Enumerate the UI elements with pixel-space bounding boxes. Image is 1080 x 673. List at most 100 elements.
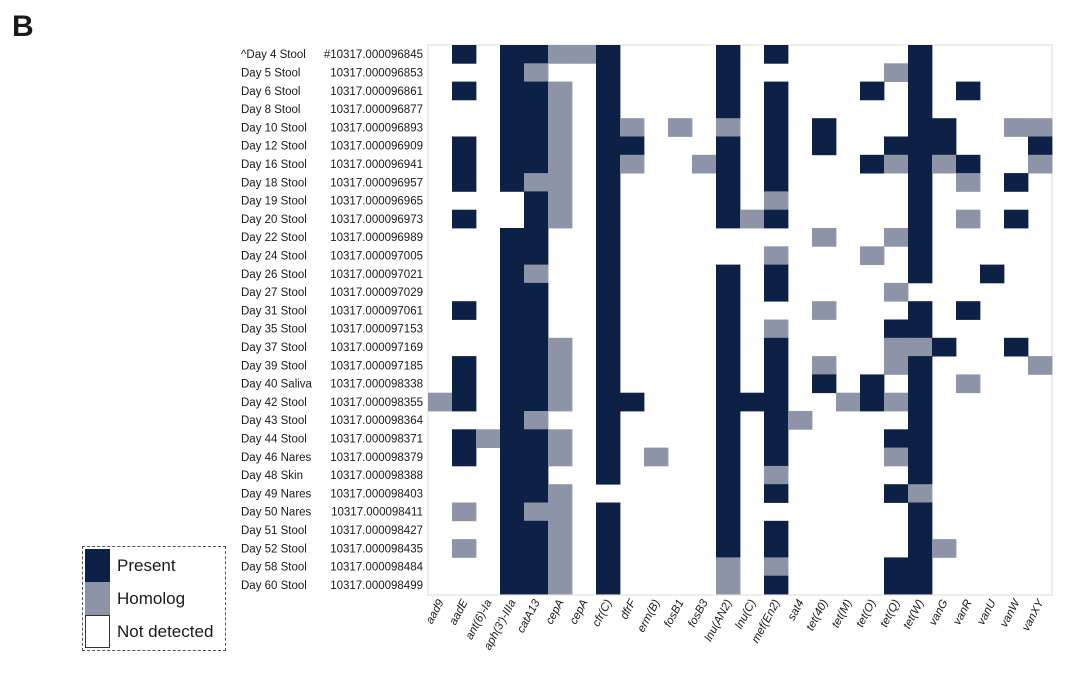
heatmap-cell (620, 118, 645, 137)
heatmap-cell (524, 447, 549, 467)
heatmap-cell (1028, 118, 1053, 137)
heatmap-cell (908, 411, 933, 430)
heatmap-cell (596, 173, 621, 192)
heatmap-cell (812, 228, 837, 247)
heatmap-cell (860, 374, 885, 394)
heatmap-cell (908, 539, 933, 558)
row-label-id: 10317.000098371 (330, 433, 423, 445)
heatmap-cell (524, 484, 549, 503)
row-label-sample: Day 18 Stool (241, 177, 307, 189)
heatmap-cell (500, 45, 525, 64)
heatmap-cell (548, 99, 573, 119)
heatmap-cell (500, 356, 525, 375)
heatmap-cell (908, 246, 933, 265)
heatmap-cell (908, 99, 933, 119)
heatmap-cell (596, 356, 621, 375)
heatmap-cell (452, 209, 477, 229)
legend-label-not-detected: Not detected (117, 622, 214, 641)
heatmap-cell (524, 63, 549, 82)
heatmap-cell (524, 209, 549, 229)
heatmap-cell (884, 63, 909, 82)
column-label: cepA (568, 597, 591, 626)
heatmap-cell (548, 429, 573, 448)
heatmap-cell (596, 136, 621, 156)
row-label-id: 10317.000096909 (330, 141, 423, 153)
legend-item-not-detected: Not detected (85, 615, 223, 648)
heatmap-cell (524, 246, 549, 265)
row-label-sample: Day 37 Stool (241, 342, 307, 354)
heatmap-cell (836, 392, 861, 412)
heatmap-cell (716, 447, 741, 467)
heatmap-cell (908, 429, 933, 448)
heatmap-cell (764, 191, 789, 211)
heatmap-cell (524, 392, 549, 412)
heatmap-cell (764, 557, 789, 577)
row-label-sample: Day 42 Stool (241, 397, 307, 409)
heatmap-cell (524, 136, 549, 156)
heatmap-cell (716, 191, 741, 211)
column-label: dfrF (618, 597, 639, 622)
heatmap-cell (908, 154, 933, 174)
row-label-sample: Day 60 Stool (241, 580, 307, 592)
heatmap-cell (716, 411, 741, 430)
row-label-id: 10317.000096965 (330, 196, 423, 208)
heatmap-cell (596, 411, 621, 430)
heatmap-cell (524, 337, 549, 357)
row-label-sample: Day 48 Skin (241, 470, 303, 482)
row-label-id: 10317.000097185 (330, 360, 423, 372)
heatmap-cell (908, 356, 933, 375)
heatmap-cell (716, 81, 741, 101)
heatmap-cell (500, 337, 525, 357)
heatmap-cell (596, 374, 621, 394)
heatmap-cell (1004, 173, 1029, 192)
heatmap-cell (524, 81, 549, 101)
column-label: vanG (927, 598, 951, 628)
heatmap-cell (500, 136, 525, 156)
heatmap-cell (716, 154, 741, 174)
heatmap-cell (860, 246, 885, 265)
heatmap-cell (500, 484, 525, 503)
heatmap-cell (764, 447, 789, 467)
heatmap-cell (596, 575, 621, 595)
heatmap-cell (716, 539, 741, 558)
heatmap-cell (908, 575, 933, 595)
heatmap-cell (716, 63, 741, 82)
heatmap-cell (500, 246, 525, 265)
heatmap-cell (764, 484, 789, 503)
heatmap-cell (764, 99, 789, 119)
heatmap-cell (524, 356, 549, 375)
heatmap-cell (716, 557, 741, 577)
row-label-id: 10317.000096877 (330, 104, 423, 116)
heatmap-cell (764, 282, 789, 302)
row-label-id: 10317.000098364 (330, 415, 423, 427)
row-label-id: 10317.000096941 (330, 159, 423, 171)
legend: Present Homolog Not detected (82, 546, 226, 651)
heatmap-cell (524, 411, 549, 430)
column-label: cepA (544, 597, 567, 626)
row-label-sample: Day 35 Stool (241, 324, 307, 336)
heatmap-cell (980, 264, 1005, 284)
heatmap-cell (908, 502, 933, 522)
row-label-sample: Day 58 Stool (241, 562, 307, 574)
heatmap-cell (596, 447, 621, 467)
heatmap-cell (716, 502, 741, 522)
heatmap-cell (452, 81, 477, 101)
heatmap-cell (764, 575, 789, 595)
heatmap-cell (548, 118, 573, 137)
heatmap-cell (884, 447, 909, 467)
row-label-id: 10317.000097061 (330, 305, 423, 317)
row-labels: ^Day 4 Stool #10317.000096845 Day 5 Stool 1… (241, 49, 424, 592)
heatmap-cell (812, 374, 837, 394)
heatmap-cell (812, 356, 837, 375)
heatmap-cell (596, 209, 621, 229)
heatmap-cell (500, 81, 525, 101)
heatmap-cell (764, 209, 789, 229)
heatmap-cell (908, 465, 933, 485)
heatmap-cell (884, 429, 909, 448)
heatmap-cell (764, 173, 789, 192)
heatmap-cell (908, 209, 933, 229)
heatmap-cell (884, 356, 909, 375)
row-label-sample: Day 39 Stool (241, 360, 307, 372)
heatmap-cell (548, 356, 573, 375)
heatmap-cell (716, 575, 741, 595)
